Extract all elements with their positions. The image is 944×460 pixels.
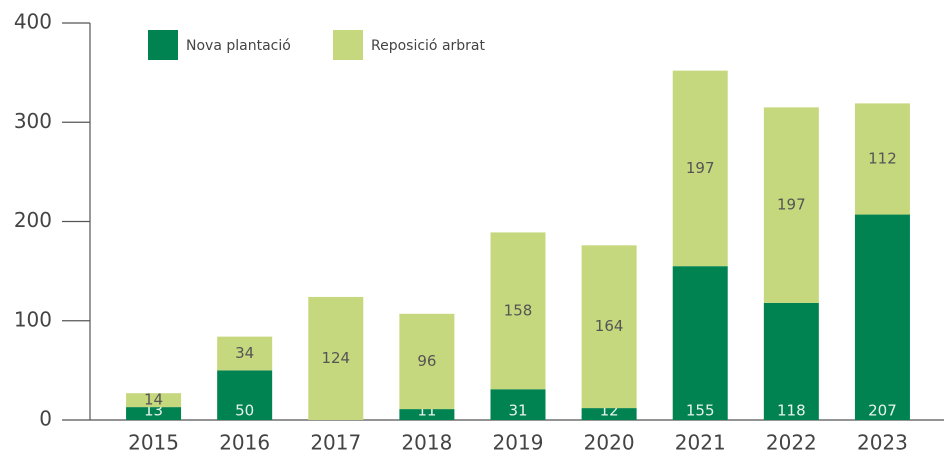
bar-segment (763, 107, 819, 303)
bar-segment (581, 408, 637, 420)
bar-segment (490, 232, 546, 390)
x-tick-label: 2016 (219, 431, 270, 455)
data-label: 112 (868, 149, 897, 167)
bar-segment (126, 393, 182, 408)
y-tick-label: 200 (14, 208, 52, 232)
data-label: 158 (504, 301, 533, 319)
data-label: 155 (686, 402, 715, 420)
bar-segment (399, 313, 455, 410)
x-tick-label: 2022 (766, 431, 817, 455)
x-tick-label: 2023 (857, 431, 908, 455)
x-tick-label: 2018 (401, 431, 452, 455)
data-label: 197 (777, 196, 806, 214)
y-tick-label: 100 (14, 307, 52, 331)
data-label: 207 (868, 402, 897, 420)
x-tick-label: 2019 (493, 431, 544, 455)
bar-segment (399, 409, 455, 420)
y-tick-label: 300 (14, 109, 52, 133)
bar-segment (672, 70, 728, 267)
data-label: 164 (595, 317, 624, 335)
data-label: 34 (235, 344, 254, 362)
data-label: 197 (686, 159, 715, 177)
data-label: 50 (235, 402, 254, 420)
bar-segment (581, 245, 637, 409)
bar-segment (308, 296, 364, 420)
bar-segment (672, 266, 728, 420)
bar-segment (490, 389, 546, 420)
data-label: 124 (321, 349, 350, 367)
y-tick-label: 0 (39, 407, 52, 431)
x-tick-label: 2017 (310, 431, 361, 455)
y-tick-label: 400 (14, 10, 52, 34)
bar-segment (217, 370, 273, 420)
bar-segment (217, 336, 273, 371)
legend-label: Reposició arbrat (371, 38, 486, 54)
bar-segment (763, 302, 819, 420)
data-label: 118 (777, 402, 806, 420)
data-label: 31 (508, 402, 527, 420)
x-tick-label: 2020 (584, 431, 635, 455)
data-label: 96 (417, 352, 436, 370)
data-label: 14 (144, 391, 163, 409)
legend-swatch (148, 30, 178, 60)
x-tick-label: 2021 (675, 431, 726, 455)
legend-swatch (333, 30, 363, 60)
bar-segment (854, 103, 910, 215)
legend-label: Nova plantació (186, 38, 291, 54)
bar-segment (126, 407, 182, 420)
bar-segment (854, 214, 910, 420)
x-tick-label: 2015 (128, 431, 179, 455)
